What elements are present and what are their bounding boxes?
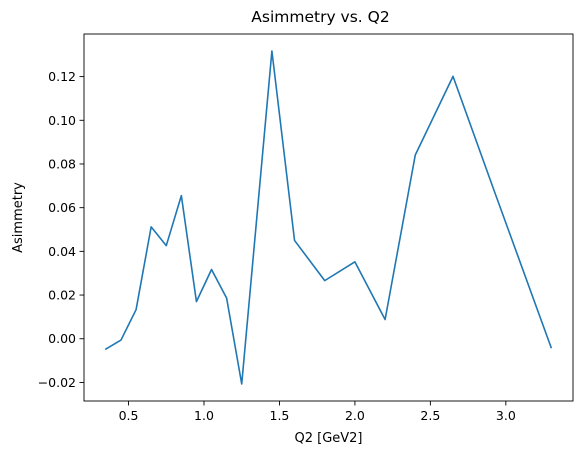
x-axis-label: Q2 [GeV2] xyxy=(294,431,362,446)
y-tick-label: 0.06 xyxy=(48,200,76,215)
y-tick-label: 0.04 xyxy=(48,244,76,259)
y-tick-label: −0.02 xyxy=(38,375,76,390)
y-axis-label: Asimmetry xyxy=(11,182,26,253)
plot-area xyxy=(104,50,553,385)
x-tick-label: 1.0 xyxy=(194,408,214,423)
x-tick-label: 1.5 xyxy=(270,408,290,423)
x-tick-label: 3.0 xyxy=(496,408,516,423)
y-axis-ticks: −0.02 0.00 0.02 0.04 0.06 0.08 0.10 0.12 xyxy=(38,69,84,390)
x-tick-label: 0.5 xyxy=(119,408,139,423)
chart-title: Asimmetry vs. Q2 xyxy=(251,8,389,26)
x-axis-ticks: 0.5 1.0 1.5 2.0 2.5 3.0 xyxy=(119,401,516,423)
series-line xyxy=(104,50,553,385)
y-tick-label: 0.02 xyxy=(48,288,76,303)
y-tick-label: 0.00 xyxy=(48,331,76,346)
x-tick-label: 2.5 xyxy=(420,408,440,423)
y-tick-label: 0.12 xyxy=(48,69,76,84)
x-tick-label: 2.0 xyxy=(345,408,365,423)
axes-frame xyxy=(83,33,574,402)
y-tick-label: 0.08 xyxy=(48,156,76,171)
y-tick-label: 0.10 xyxy=(48,113,76,128)
